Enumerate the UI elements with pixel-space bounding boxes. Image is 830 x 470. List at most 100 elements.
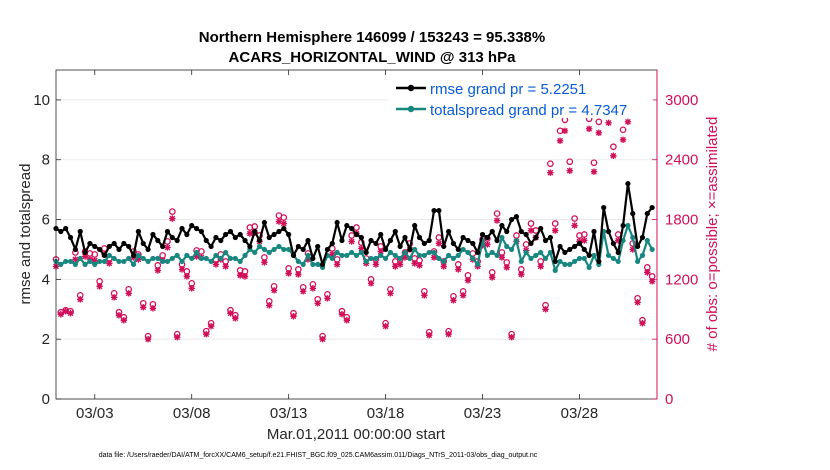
rmse-point (92, 243, 98, 250)
totalspread-point (145, 258, 151, 265)
obs-assimilated-point (401, 254, 409, 261)
totalspread-point (460, 246, 466, 253)
obs-possible-point (454, 261, 462, 268)
totalspread-point (644, 237, 650, 244)
rmse-point (223, 231, 229, 238)
obs-possible-point (517, 266, 525, 273)
totalspread-point (475, 261, 481, 268)
obs-assimilated-point (396, 261, 404, 268)
totalspread-point (445, 252, 452, 259)
obs-possible-point (188, 280, 196, 287)
totalspread-point (155, 255, 161, 262)
rmse-point (630, 210, 636, 217)
rmse-point (363, 249, 369, 256)
totalspread-point (378, 252, 384, 259)
obs-assimilated-point (459, 292, 467, 299)
totalspread-point (97, 258, 103, 265)
obs-assimilated-point (498, 254, 506, 261)
obs-assimilated-point (537, 263, 544, 270)
obs-assimilated-point (135, 256, 142, 263)
totalspread-point (82, 261, 88, 268)
legend-rmse-marker (407, 84, 415, 92)
obs-possible-point (285, 265, 292, 272)
obs-possible-point (610, 143, 617, 151)
totalspread-point (504, 243, 510, 250)
totalspread-point (344, 252, 350, 259)
rmse-point (412, 222, 418, 229)
totalspread-point (237, 258, 243, 265)
rmse-point (126, 243, 132, 250)
rmse-point (416, 234, 423, 241)
obs-assimilated-point (435, 240, 443, 247)
obs-possible-point (493, 210, 501, 217)
rmse-point (160, 243, 166, 250)
rmse-point (63, 225, 69, 232)
rmse-point (639, 234, 646, 241)
totalspread-point (203, 255, 209, 262)
obs-possible-point (537, 258, 545, 265)
obs-possible-point (440, 258, 448, 265)
obs-assimilated-point (222, 263, 229, 270)
totalspread-point (281, 246, 287, 253)
totalspread-point (436, 255, 442, 262)
totalspread-point (649, 246, 655, 253)
obs-assimilated-point (367, 280, 375, 287)
rmse-point (431, 207, 437, 214)
rmse-point (184, 231, 190, 238)
totalspread-point (412, 246, 418, 253)
obs-assimilated-point (629, 246, 636, 253)
obs-possible-point (619, 126, 627, 134)
obs-assimilated-point (77, 296, 84, 303)
obs-assimilated-point (280, 220, 287, 227)
rmse-point (494, 237, 500, 244)
obs-possible-point (115, 308, 123, 316)
obs-assimilated-point (275, 218, 283, 225)
obs-assimilated-point (518, 271, 525, 278)
obs-assimilated-point (547, 169, 554, 176)
totalspread-point (242, 252, 248, 259)
rmse-point (436, 207, 442, 214)
obs-assimilated-point (450, 297, 457, 304)
obs-assimilated-point (624, 118, 632, 126)
rmse-point (315, 243, 321, 250)
obs-assimilated-point (392, 263, 399, 270)
totalspread-point (635, 258, 641, 265)
rmse-point (373, 240, 379, 247)
rmse-point (281, 225, 287, 232)
rmse-point (470, 240, 476, 247)
obs-possible-point (450, 292, 457, 300)
obs-possible-point (314, 295, 322, 303)
totalspread-point (106, 252, 112, 259)
obs-possible-point (542, 301, 549, 309)
rmse-point (475, 249, 481, 256)
obs-possible-point (377, 243, 385, 250)
obs-possible-point (76, 291, 84, 299)
obs-assimilated-point (81, 253, 89, 260)
rmse-point (465, 237, 471, 244)
obs-assimilated-point (377, 248, 384, 255)
rmse-point (252, 228, 258, 235)
obs-assimilated-point (285, 270, 292, 277)
legend-box (388, 76, 653, 118)
obs-possible-point (265, 297, 273, 305)
obs-assimilated-point (648, 278, 656, 285)
y-axis-left: 0 2 4 6 8 10 (33, 92, 61, 408)
rmse-point (300, 246, 306, 253)
obs-possible-point (324, 290, 331, 298)
obs-possible-point (144, 332, 152, 340)
totalspread-point (538, 249, 544, 256)
legend-spread-marker (407, 105, 415, 113)
rmse-point (513, 213, 520, 220)
obs-possible-point (159, 252, 166, 259)
y-right-tick-label: 0 (665, 391, 673, 408)
totalspread-point (363, 258, 369, 265)
obs-assimilated-point (552, 227, 559, 234)
obs-assimilated-point (421, 292, 428, 299)
obs-assimilated-point (571, 222, 578, 229)
obs-assimilated-point (416, 262, 423, 269)
totalspread-point (484, 252, 490, 259)
rmse-point (407, 246, 413, 253)
rmse-point (101, 252, 108, 259)
totalspread-point (334, 249, 340, 256)
